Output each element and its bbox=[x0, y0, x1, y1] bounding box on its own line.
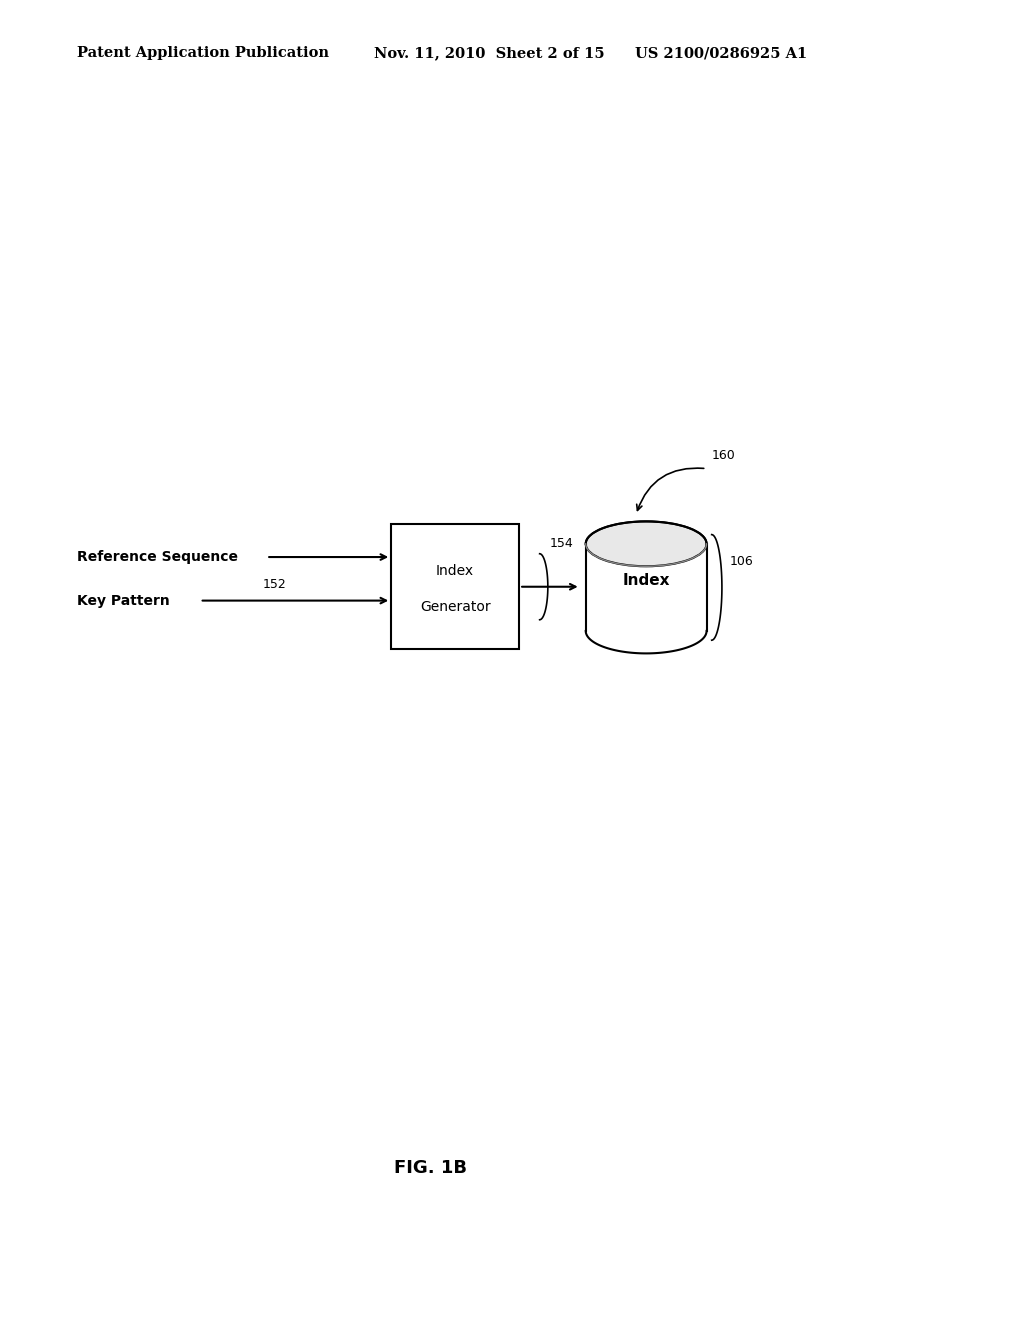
Text: Reference Sequence: Reference Sequence bbox=[77, 550, 238, 564]
Text: Nov. 11, 2010  Sheet 2 of 15: Nov. 11, 2010 Sheet 2 of 15 bbox=[374, 46, 604, 61]
FancyBboxPatch shape bbox=[586, 544, 707, 631]
Text: Key Pattern: Key Pattern bbox=[77, 594, 170, 607]
Text: 154: 154 bbox=[550, 537, 573, 549]
Text: Generator: Generator bbox=[420, 599, 490, 614]
Text: US 2100/0286925 A1: US 2100/0286925 A1 bbox=[635, 46, 807, 61]
Text: 152: 152 bbox=[263, 578, 287, 591]
Text: 106: 106 bbox=[730, 554, 754, 568]
Text: Patent Application Publication: Patent Application Publication bbox=[77, 46, 329, 61]
Ellipse shape bbox=[586, 521, 707, 566]
Text: Index: Index bbox=[436, 564, 474, 578]
Text: Index: Index bbox=[623, 573, 670, 589]
Text: 160: 160 bbox=[712, 449, 735, 462]
Text: FIG. 1B: FIG. 1B bbox=[393, 1159, 467, 1177]
FancyBboxPatch shape bbox=[391, 524, 519, 649]
